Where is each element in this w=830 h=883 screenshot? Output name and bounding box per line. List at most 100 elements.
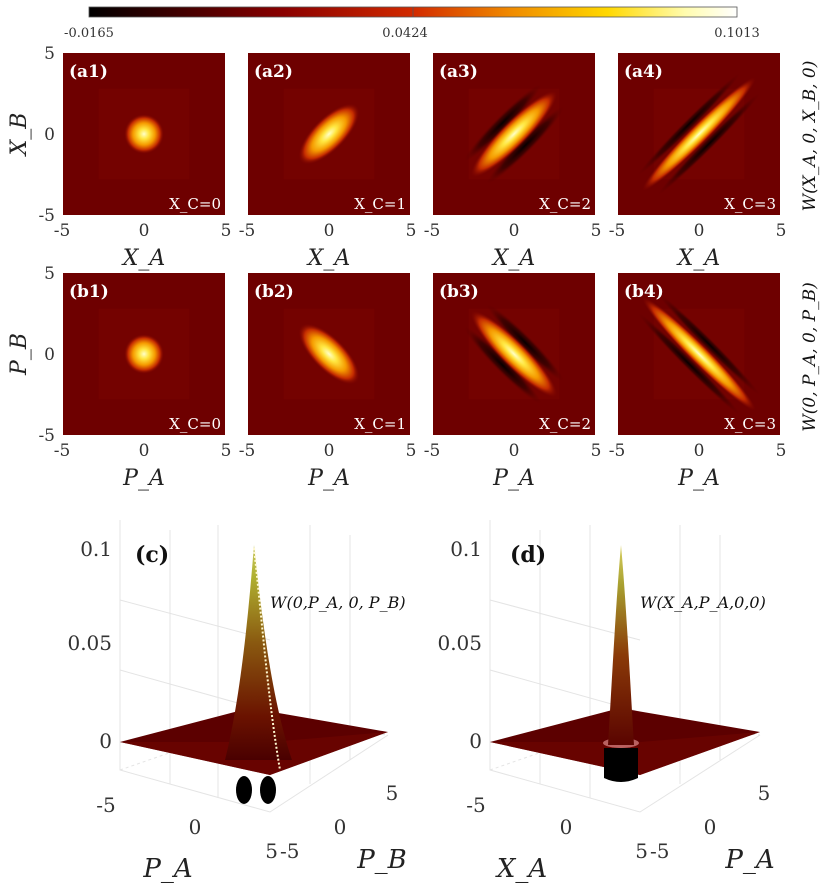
- row-label-b-group: W(0, P_A, 0, P_B): [800, 282, 820, 431]
- x-tick-label: -5: [239, 441, 256, 461]
- heatmap-peak: [298, 103, 360, 165]
- panel-label: (b3): [439, 282, 479, 302]
- x-tick-label: 5: [776, 441, 787, 461]
- x-tick-label: 5: [221, 441, 232, 461]
- x-tick-label: 0: [324, 221, 335, 241]
- surface-c-ytick-5: 5: [386, 781, 399, 805]
- heatmap-content: [638, 73, 760, 195]
- heatmap-negative-lobe: [486, 304, 564, 382]
- heatmap-peak: [470, 90, 558, 178]
- heatmap-content: [464, 84, 564, 184]
- surface-c-xlabel: P_A: [142, 854, 192, 883]
- x-tick-label: 0: [139, 441, 150, 461]
- surface-d-ytick-0: 0: [704, 815, 717, 839]
- y-tick-label: -5: [38, 426, 55, 446]
- surface-c-xtick-5: 5: [265, 839, 278, 863]
- surface-c-xtick-0: 0: [189, 815, 202, 839]
- heatmap-content: [638, 293, 760, 415]
- surface-d-dip: [604, 748, 638, 782]
- panel-label: (a4): [624, 62, 663, 82]
- x-tick-label: 5: [591, 441, 602, 461]
- xc-label: X_C=2: [539, 195, 591, 213]
- surface-d-label: (d): [510, 542, 546, 568]
- x-tick-label: 0: [324, 441, 335, 461]
- x-tick-label: -5: [609, 441, 626, 461]
- surface-c-ytick-neg5: -5: [280, 839, 299, 863]
- surface-d-xlabel: X_A: [495, 854, 547, 883]
- y-tick-label: 5: [44, 264, 55, 284]
- heatmap-peak: [642, 297, 756, 411]
- heatmap-negative-lobe: [657, 92, 760, 195]
- heatmap-content: [464, 304, 564, 404]
- surface-c-function-label: W(0,P_A, 0, P_B): [270, 593, 406, 612]
- x-tick-label: -5: [609, 221, 626, 241]
- xc-label: X_C=1: [354, 195, 406, 213]
- heatmap-negative-lobe: [486, 106, 564, 184]
- heatmap-negative-lobe: [464, 326, 542, 404]
- surface-c-dip-right: [260, 776, 276, 804]
- x-tick-label: 0: [509, 441, 520, 461]
- y-axis-label: P_B: [7, 333, 32, 376]
- heatmap-panel-0-1: (a2) X_C=1: [248, 53, 410, 215]
- row-label-a-group: W(X_A, 0, X_B, 0): [800, 61, 820, 212]
- surface-c-ztick-0.05: 0.05: [67, 631, 112, 655]
- xc-label: X_C=3: [724, 415, 776, 433]
- heatmap-content: [98, 88, 190, 180]
- xc-label: X_C=0: [169, 415, 221, 433]
- surface-d-xtick-neg5: -5: [466, 793, 485, 817]
- surface-c-ridge: [225, 545, 292, 760]
- heatmap-negative-lobe: [638, 73, 741, 176]
- x-tick-label: -5: [239, 221, 256, 241]
- colorbar-max-label: 0.1013: [714, 26, 760, 41]
- panel-label: (b1): [69, 282, 109, 302]
- x-axis-label: X_A: [491, 246, 536, 271]
- surface-d-ztick-0.1: 0.1: [450, 537, 482, 561]
- colorbar-min-label: -0.0165: [64, 26, 114, 41]
- surface-d-spike: [608, 545, 634, 745]
- x-axis-label: X_A: [121, 246, 166, 271]
- heatmap-panel-1-0: (b1) X_C=0: [63, 273, 225, 435]
- surface-c-ylabel: P_B: [356, 845, 407, 875]
- x-tick-label: -5: [54, 221, 71, 241]
- heatmap-content: [98, 308, 190, 400]
- heatmap-panel-0-3: (a4) X_C=3: [618, 53, 780, 215]
- heatmap-panel-0-2: (a3) X_C=2: [433, 53, 595, 215]
- surface-plot-c: 0.1 0.05 0 (c) W(0,P_A, 0, P_B) -5 0 5 -…: [67, 520, 407, 883]
- x-tick-label: 5: [406, 441, 417, 461]
- panel-label: (b2): [254, 282, 294, 302]
- y-tick-label: 0: [44, 345, 55, 365]
- surface-c-ytick-0: 0: [334, 815, 347, 839]
- x-tick-label: 0: [139, 221, 150, 241]
- row-label-b: W(0, P_A, 0, P_B): [800, 282, 820, 431]
- xc-label: X_C=3: [724, 195, 776, 213]
- heatmap-grid: (a1) X_C=0 -5 0 5 X_A (a2) X_C=1 -5 0 5 X_A (a3) X_C=…: [7, 44, 786, 491]
- heatmap-negative-lobe: [638, 312, 741, 415]
- surface-d-xtick-5: 5: [635, 839, 648, 863]
- x-axis-label: P_A: [307, 466, 350, 491]
- xc-label: X_C=1: [354, 415, 406, 433]
- surface-d-ylabel: P_A: [724, 845, 774, 875]
- heatmap-negative-lobe: [464, 84, 542, 162]
- surface-d-ytick-neg5: -5: [650, 839, 669, 863]
- x-tick-label: 0: [509, 221, 520, 241]
- surface-d-ztick-0: 0: [469, 729, 482, 753]
- x-tick-label: 5: [776, 221, 787, 241]
- heatmap-panel-1-2: (b3) X_C=2: [433, 273, 595, 435]
- x-axis-label: P_A: [122, 466, 165, 491]
- heatmap-peak: [470, 310, 558, 398]
- surface-d-function-label: W(X_A,P_A,0,0): [640, 593, 766, 612]
- surface-c-label: (c): [135, 542, 169, 568]
- xc-label: X_C=2: [539, 415, 591, 433]
- x-tick-label: 0: [694, 221, 705, 241]
- x-tick-label: -5: [424, 221, 441, 241]
- panel-label: (b4): [624, 282, 664, 302]
- colorbar: -0.0165 0.0424 0.1013: [64, 6, 760, 41]
- heatmap-content: [283, 88, 375, 180]
- surface-c-dip-left: [236, 776, 252, 804]
- x-axis-label: X_A: [676, 246, 721, 271]
- y-tick-label: -5: [38, 206, 55, 226]
- x-tick-label: 5: [591, 221, 602, 241]
- heatmap-panel-0-0: (a1) X_C=0: [63, 53, 225, 215]
- xc-label: X_C=0: [169, 195, 221, 213]
